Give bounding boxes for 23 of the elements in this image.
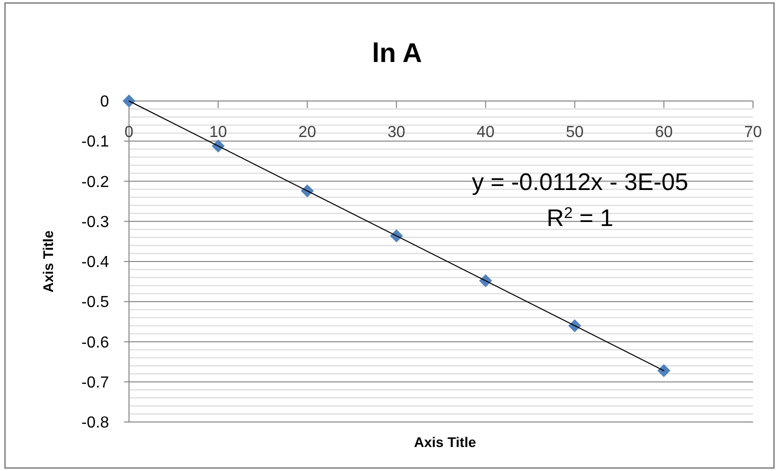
y-tick-label: -0.7 — [81, 374, 110, 392]
annotation: y = -0.0112x - 3E-05 — [472, 169, 688, 196]
x-tick-label: 10 — [209, 124, 228, 141]
x-tick-label: 20 — [298, 124, 316, 141]
x-tick-label: 50 — [566, 124, 584, 141]
y-tick-label: -0.5 — [81, 294, 110, 312]
x-tick-label: 30 — [388, 124, 406, 141]
y-tick-label: -0.1 — [81, 134, 110, 151]
y-axis-title: Axis Title — [40, 230, 56, 292]
point — [657, 364, 670, 378]
y-tick-label: -0.8 — [81, 414, 110, 432]
x-tick-label: 40 — [476, 124, 495, 141]
y-tick-label: -0.2 — [81, 174, 110, 191]
y-tick-label: -0.3 — [81, 214, 110, 231]
y-tick-label: 0 — [100, 94, 110, 111]
y-tick-label: -0.4 — [81, 254, 110, 272]
y-tick-label: -0.6 — [81, 334, 110, 352]
chart-title: ln A — [372, 38, 422, 68]
annotation: R$^{2}$ = 1 — [546, 204, 614, 232]
point — [122, 94, 136, 108]
x-tick-label: 60 — [654, 124, 673, 141]
x-tick-label: 70 — [744, 124, 762, 141]
x-axis-title: Axis Title — [414, 434, 476, 450]
